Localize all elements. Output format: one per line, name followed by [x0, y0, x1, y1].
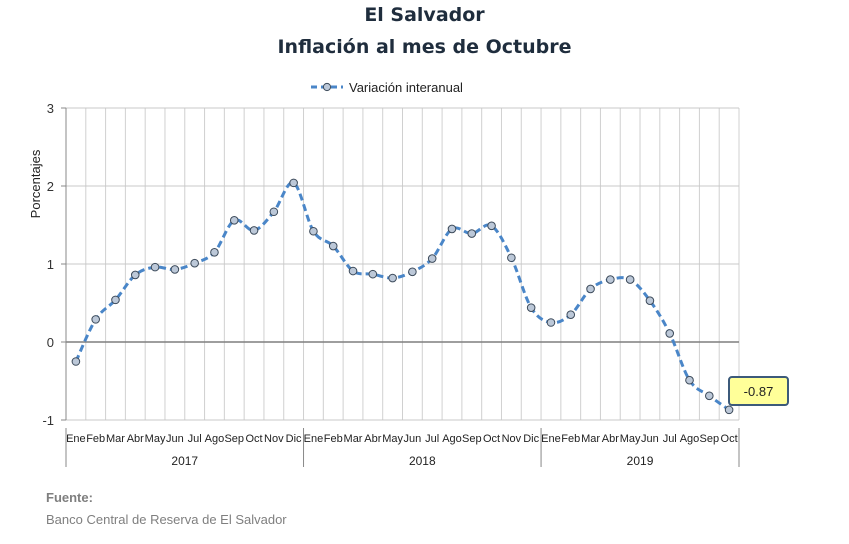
- x-tick-label: May: [620, 433, 641, 445]
- data-point: [507, 253, 516, 263]
- annotation-group: -0.87: [728, 376, 789, 406]
- data-point: [309, 226, 318, 236]
- x-tick-label: Sep: [224, 433, 244, 445]
- source-label: Fuente:: [46, 490, 93, 505]
- x-tick-label: Nov: [502, 433, 522, 445]
- data-point: [328, 241, 338, 251]
- data-point: [388, 273, 397, 283]
- data-point: [408, 267, 417, 277]
- x-tick-label: Abr: [602, 433, 619, 445]
- x-tick-label: Jun: [641, 433, 659, 445]
- x-tick-label: Feb: [561, 433, 580, 445]
- data-point: [368, 269, 378, 279]
- data-point: [190, 258, 199, 268]
- data-point: [467, 229, 477, 238]
- legend-marker: [322, 82, 332, 92]
- x-tick-label: May: [382, 433, 403, 445]
- data-point: [427, 254, 437, 263]
- line-chart: -1 0 1 2 3 Porcentajes Variación interanual E…: [28, 80, 789, 468]
- y-tick-label: 3: [47, 101, 54, 116]
- y-tick-label: 0: [47, 335, 54, 350]
- x-tick-label: Oct: [245, 433, 262, 445]
- chart-title: El Salvador: [364, 4, 485, 26]
- x-tick-label: Mar: [581, 433, 600, 445]
- x-tick-label: Ene: [541, 433, 561, 445]
- data-point: [91, 315, 100, 324]
- data-point: [111, 295, 120, 305]
- source-text: Banco Central de Reserva de El Salvador: [46, 512, 287, 527]
- annotation-label: -0.87: [744, 384, 774, 399]
- x-tick-label: Sep: [462, 433, 482, 445]
- legend: Variación interanual: [311, 80, 463, 95]
- series-line: [74, 181, 730, 412]
- y-tick-label: -1: [42, 413, 54, 428]
- data-point: [625, 275, 635, 284]
- x-tick-label: Oct: [721, 433, 738, 445]
- year-label: 2018: [409, 454, 436, 468]
- x-tick-label: Jul: [663, 433, 677, 445]
- x-tick-label: Dic: [523, 433, 539, 445]
- x-tick-label: Ene: [304, 433, 324, 445]
- data-point: [645, 296, 655, 305]
- legend-label: Variación interanual: [349, 80, 463, 95]
- data-point: [289, 178, 298, 188]
- axes: -1 0 1 2 3 Porcentajes: [28, 101, 67, 428]
- year-label: 2017: [171, 454, 198, 468]
- x-axis-labels: Ene Feb Mar Abr May Jun Jul Ago Sep Oct Nov Dic Ene F…: [65, 428, 740, 468]
- x-tick-label: Sep: [700, 433, 720, 445]
- data-point: [724, 405, 734, 415]
- y-tick-label: 1: [47, 257, 54, 272]
- x-tick-label: Nov: [264, 433, 284, 445]
- annotation-box: [728, 376, 789, 406]
- x-tick-label: Mar: [344, 433, 363, 445]
- x-tick-label: May: [145, 433, 166, 445]
- data-point: [348, 266, 358, 276]
- series-group: [71, 178, 734, 415]
- data-point: [150, 262, 160, 272]
- x-tick-label: Jun: [404, 433, 422, 445]
- y-axis-label: Porcentajes: [28, 149, 43, 218]
- data-point: [586, 284, 595, 294]
- x-tick-label: Ago: [205, 433, 225, 445]
- x-tick-label: Ene: [66, 433, 86, 445]
- x-tick-label: Oct: [483, 433, 500, 445]
- data-point: [71, 357, 81, 366]
- data-point: [487, 221, 496, 231]
- data-point: [269, 207, 279, 217]
- data-point: [685, 375, 694, 385]
- x-tick-label: Jun: [166, 433, 184, 445]
- x-tick-label: Jul: [188, 433, 202, 445]
- data-point: [546, 318, 556, 327]
- data-point: [526, 303, 536, 312]
- x-tick-label: Abr: [127, 433, 144, 445]
- data-point: [606, 275, 615, 284]
- data-point: [447, 224, 457, 234]
- x-tick-label: Ago: [442, 433, 462, 445]
- chart-subtitle: Inflación al mes de Octubre: [277, 36, 572, 58]
- y-tick-label: 2: [47, 179, 54, 194]
- data-point: [170, 265, 180, 274]
- x-tick-label: Abr: [364, 433, 381, 445]
- grid: [66, 107, 740, 421]
- data-point: [130, 270, 140, 280]
- data-point: [705, 391, 714, 401]
- x-tick-label: Feb: [324, 433, 343, 445]
- x-tick-label: Dic: [286, 433, 302, 445]
- x-tick-label: Mar: [106, 433, 125, 445]
- data-point: [665, 329, 675, 338]
- year-label: 2019: [627, 454, 654, 468]
- x-tick-label: Ago: [680, 433, 700, 445]
- data-point: [210, 248, 219, 257]
- x-tick-label: Feb: [86, 433, 105, 445]
- data-point: [249, 226, 259, 235]
- x-tick-label: Jul: [425, 433, 439, 445]
- data-point: [229, 216, 239, 225]
- data-point: [566, 310, 576, 320]
